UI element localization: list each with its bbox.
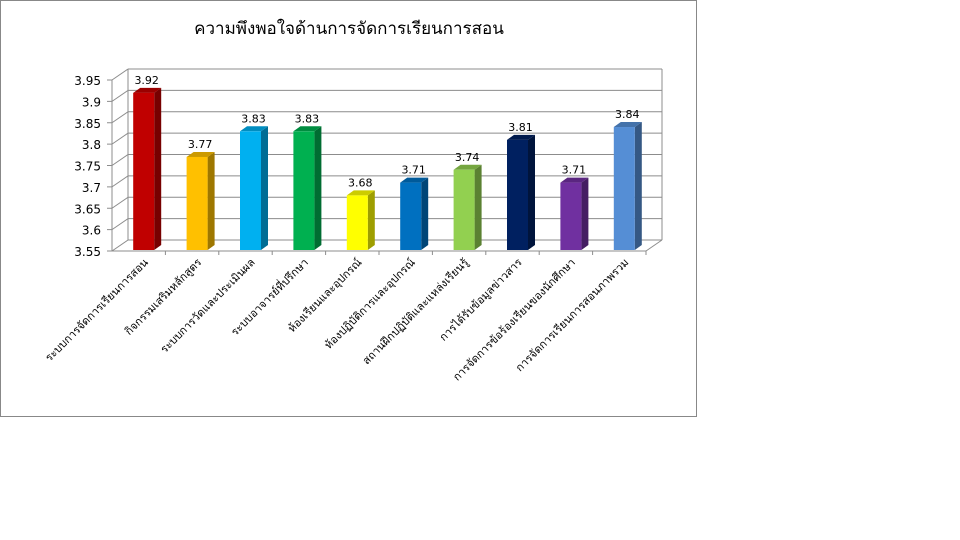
bar-front	[400, 182, 422, 250]
bar-side	[528, 134, 535, 250]
side-gridline	[111, 68, 129, 81]
bar-front	[133, 92, 155, 250]
side-gridline	[111, 196, 129, 209]
bar-top	[346, 190, 375, 196]
bar-front	[560, 182, 582, 250]
chart-frame: ความพึงพอใจด้านการจัดการเรียนการสอน 3.55…	[0, 0, 697, 417]
bar-front	[507, 139, 528, 250]
side-gridline	[111, 239, 129, 252]
bar-top	[293, 126, 322, 132]
y-tick-label: 3.6	[82, 224, 101, 238]
y-tick-label: 3.7	[82, 181, 101, 195]
bar-top	[507, 134, 535, 140]
data-label: 3.83	[241, 112, 266, 125]
data-label: 3.74	[455, 151, 480, 164]
side-gridline	[111, 218, 129, 231]
y-axis: 3.55 3.6 3.65 3.7 3.75 3.8 3.85 3.9 3.95	[74, 74, 113, 259]
chart-title: ความพึงพอใจด้านการจัดการเรียนการสอน	[194, 18, 504, 39]
y-tick-label: 3.65	[74, 202, 101, 216]
x-tick-label: ระบบการจัดการเรียนการสอน	[43, 256, 152, 365]
bar-side	[261, 126, 268, 250]
data-label: 3.92	[134, 74, 159, 87]
side-gridline	[111, 175, 129, 188]
data-label: 3.71	[401, 164, 426, 177]
side-gridline	[111, 89, 129, 102]
x-tick-label: การจัดการเรียนการสอนภาพรวม	[513, 256, 631, 374]
bar-5: 3.68	[346, 176, 375, 250]
bar-top	[400, 177, 429, 183]
bar-4: 3.83	[293, 112, 322, 250]
bar-3: 3.83	[240, 112, 268, 250]
side-gridline	[111, 111, 129, 124]
bar-side	[421, 177, 429, 250]
bar-front	[293, 131, 315, 250]
y-tick-label: 3.75	[74, 160, 101, 174]
data-label: 3.81	[508, 121, 533, 134]
bars: 3.92 3.77 3.83 3.83 3.68 3.71 3.74 3.81 3.71 3.84	[133, 74, 642, 250]
bar-side	[154, 87, 162, 250]
y-tick-label: 3.95	[74, 74, 101, 88]
y-tick-label: 3.9	[82, 95, 101, 109]
bar-9: 3.71	[560, 164, 589, 250]
bar-front	[186, 156, 208, 250]
bar-8: 3.81	[507, 121, 535, 250]
bar-front	[613, 127, 635, 250]
gridlines	[111, 68, 663, 252]
data-label: 3.84	[615, 108, 640, 121]
bar-side	[207, 151, 215, 250]
data-label: 3.68	[348, 176, 373, 189]
x-axis: ระบบการจัดการเรียนการสอนกิจกรรมเสริมหลัก…	[43, 251, 647, 384]
bar-top	[240, 126, 268, 132]
bar-2: 3.77	[186, 138, 215, 250]
bar-side	[314, 126, 322, 250]
y-tick-label: 3.8	[82, 138, 101, 152]
bar-top	[613, 122, 642, 128]
data-label: 3.71	[562, 164, 587, 177]
side-gridline	[111, 132, 129, 145]
bar-side	[581, 177, 589, 250]
x-tick-label: ห้องปฏิบัติการและอุปกรณ์	[322, 256, 418, 352]
bar-7: 3.74	[453, 151, 482, 250]
data-label: 3.83	[295, 112, 320, 125]
bar-top	[133, 87, 162, 93]
bar-6: 3.71	[400, 164, 429, 250]
bar-side	[367, 190, 375, 250]
bar-chart: ความพึงพอใจด้านการจัดการเรียนการสอน 3.55…	[43, 18, 663, 384]
bar-side	[474, 164, 482, 250]
side-gridline	[111, 154, 129, 166]
y-tick-label: 3.55	[74, 245, 101, 259]
bar-top	[560, 177, 589, 183]
bar-front	[346, 195, 368, 250]
data-label: 3.77	[188, 138, 213, 151]
bar-10: 3.84	[613, 108, 642, 250]
bar-1: 3.92	[133, 74, 162, 250]
x-tick-label: สถานฝึกปฏิบัติและแหล่งเรียนรู้	[360, 256, 471, 367]
bar-top	[453, 164, 482, 170]
x-tick-label: ระบบการวัดและประเมินผล	[158, 256, 258, 356]
bar-top	[186, 151, 215, 157]
floor-right-edge	[645, 239, 663, 252]
bar-side	[634, 122, 642, 250]
bar-front	[453, 169, 475, 250]
bar-front	[240, 131, 261, 250]
y-tick-label: 3.85	[74, 117, 101, 131]
